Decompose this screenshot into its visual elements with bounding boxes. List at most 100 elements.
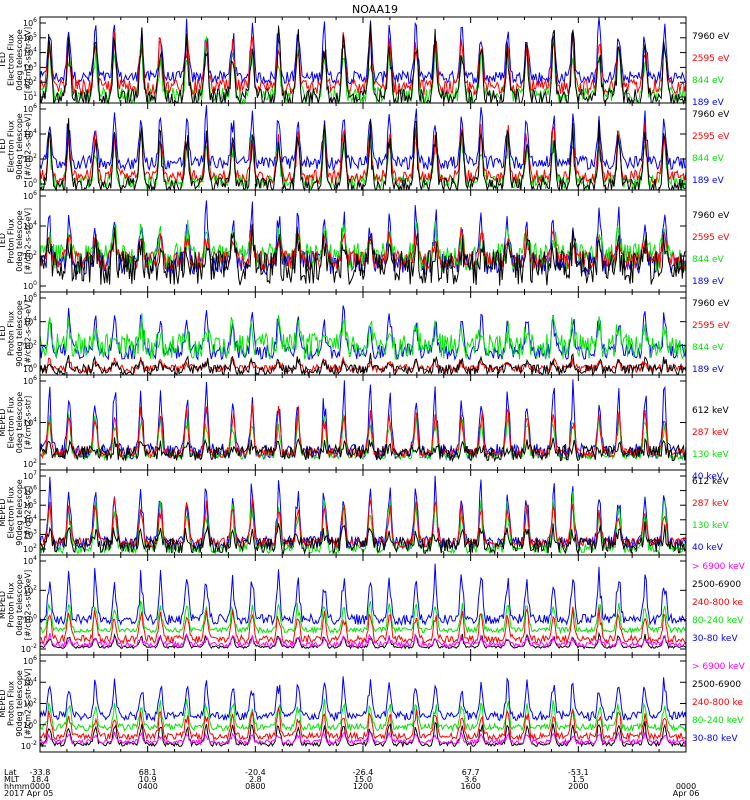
y-tick-label: 106: [23, 485, 37, 496]
legend-entry: 844 eV: [692, 76, 725, 86]
series-line-magenta: [39, 730, 687, 746]
x-tick-label: 1.5: [572, 775, 585, 784]
y-axis-label: TEDProton Flux90deg telescope[#/cm2-s-st…: [0, 300, 33, 367]
x-tick-label: 67.7: [462, 768, 480, 777]
legend-entry: 7960 eV: [692, 211, 730, 221]
x-tick-label: -26.4: [353, 768, 374, 777]
series-line-black: [39, 224, 686, 286]
y-tick-label: 100: [23, 178, 37, 189]
legend-entry: 189 eV: [692, 365, 725, 375]
legend-entry: 240-800 ke: [692, 698, 743, 708]
y-tick-label: 106: [23, 375, 37, 386]
panel-meped-proton-90: 10-2 100 102 104 106 MEPEDProton Flux90deg te…: [0, 654, 746, 753]
series-line-red: [39, 28, 687, 97]
x-tick-label: -33.8: [30, 768, 51, 777]
y-tick-label: 100: [23, 363, 37, 374]
legend-entry: 240-800 ke: [692, 598, 743, 608]
legend-entry: 40 keV: [692, 543, 724, 553]
y-tick-label: 100: [23, 280, 37, 291]
series-line-blue: [39, 105, 687, 172]
y-tick-label: 100: [23, 614, 37, 625]
panel-meped-proton-0: 10-2 100 102 104 MEPEDProton Flux0deg telesc…: [0, 554, 746, 656]
x-tick-label: -53.1: [568, 768, 589, 777]
y-tick-label: 104: [23, 555, 37, 566]
x-tick-label: 0800: [245, 782, 265, 791]
y-axis-label: TEDProton Flux0deg telescope[#/cm2-s-str…: [0, 208, 33, 274]
y-tick-label: 102: [23, 250, 37, 261]
series-line-red: [39, 122, 687, 185]
x-row-label: hhmm: [4, 782, 30, 791]
x-row-label: 2017: [4, 789, 24, 798]
y-axis-label: MEPEDElectron Flux0deg telescope[#/cm2-s…: [0, 392, 33, 453]
y-tick-label: 104: [23, 128, 37, 139]
legend-entry: 2595 eV: [692, 54, 730, 64]
y-tick-label: 102: [23, 153, 37, 164]
y-tick-label: 104: [23, 47, 37, 58]
series-line-black: [39, 437, 687, 463]
x-tick-label: 1200: [353, 782, 373, 791]
y-tick-label: 102: [23, 76, 37, 87]
y-tick-label: 102: [23, 698, 37, 709]
y-tick-label: 103: [23, 61, 37, 72]
legend-entry: 2500-6900: [692, 680, 741, 690]
series-line-red: [39, 707, 687, 742]
series-line-blue: [39, 676, 687, 723]
legend-entry: 844 eV: [692, 255, 725, 265]
series-line-blue: [39, 379, 687, 461]
y-tick-label: 10-2: [21, 643, 37, 654]
legend-entry: 612 keV: [692, 406, 729, 416]
y-tick-label: 105: [23, 499, 37, 510]
series-line-blue: [39, 475, 687, 550]
y-tick-label: 104: [23, 316, 37, 327]
x-tick-label: 18.4: [31, 775, 49, 784]
x-tick-label: -20.4: [245, 768, 266, 777]
x-tick-label: 0400: [137, 782, 157, 791]
legend-entry: 2500-6900: [692, 580, 741, 590]
x-tick-label: 0000: [30, 782, 50, 791]
panel-ted-proton-0: 100 102 104 106 TEDProton Flux0deg telescope…: [0, 189, 730, 293]
panel-frame: [39, 291, 687, 376]
legend-entry: 189 eV: [692, 176, 725, 186]
legend-entry: 80-240 keV: [692, 716, 744, 726]
x-row-label: Lat: [4, 768, 17, 777]
y-axis-label: MEPEDProton Flux0deg telescope[#/cm2-s-s…: [0, 570, 33, 641]
y-tick-label: 107: [23, 470, 37, 481]
y-axis-label: TEDElectron Flux0deg telescope[#/cm2-s-s…: [0, 27, 33, 93]
series-line-green: [39, 312, 687, 361]
x-tick-label: Apr 06: [673, 789, 700, 798]
panel-meped-electron-0: 102 104 106 MEPEDElectron Flux0deg telescop…: [0, 374, 729, 482]
y-tick-label: 106: [23, 292, 37, 303]
x-tick-label: 2000: [568, 782, 588, 791]
y-axis-label: MEPEDElectron Flux90deg telescope[#/cm2-…: [0, 479, 33, 546]
x-tick-label: 0000: [676, 782, 696, 791]
series-line-red: [39, 606, 687, 645]
y-tick-label: 106: [23, 190, 37, 201]
legend-entry: 844 eV: [692, 343, 725, 353]
x-tick-label: 2.8: [249, 775, 262, 784]
y-tick-label: 101: [23, 91, 37, 102]
y-axis-label: TEDElectron Flux90deg telescope[#/cm2-s-…: [0, 113, 33, 180]
legend-entry: > 6900 keV: [692, 662, 746, 672]
y-tick-label: 103: [23, 528, 37, 539]
y-tick-label: 104: [23, 220, 37, 231]
x-tick-label: 3.6: [464, 775, 477, 784]
x-tick-label: 10.9: [139, 775, 157, 784]
y-tick-label: 102: [23, 584, 37, 595]
legend-entry: 30-80 keV: [692, 634, 738, 644]
legend-entry: 40 keV: [692, 472, 724, 482]
legend-entry: 30-80 keV: [692, 734, 738, 744]
y-tick-label: 100: [23, 719, 37, 730]
y-tick-label: 102: [23, 339, 37, 350]
legend-entry: 844 eV: [692, 154, 725, 164]
series-line-magenta: [39, 632, 687, 649]
series-line-blue: [39, 563, 687, 627]
legend-entry: 2595 eV: [692, 233, 730, 243]
y-tick-label: 102: [23, 543, 37, 554]
legend-entry: 7960 eV: [692, 299, 730, 309]
x-tick-label: 68.1: [139, 768, 157, 777]
x-tick-label: 1600: [460, 782, 480, 791]
x-tick-label: 15.0: [354, 775, 372, 784]
